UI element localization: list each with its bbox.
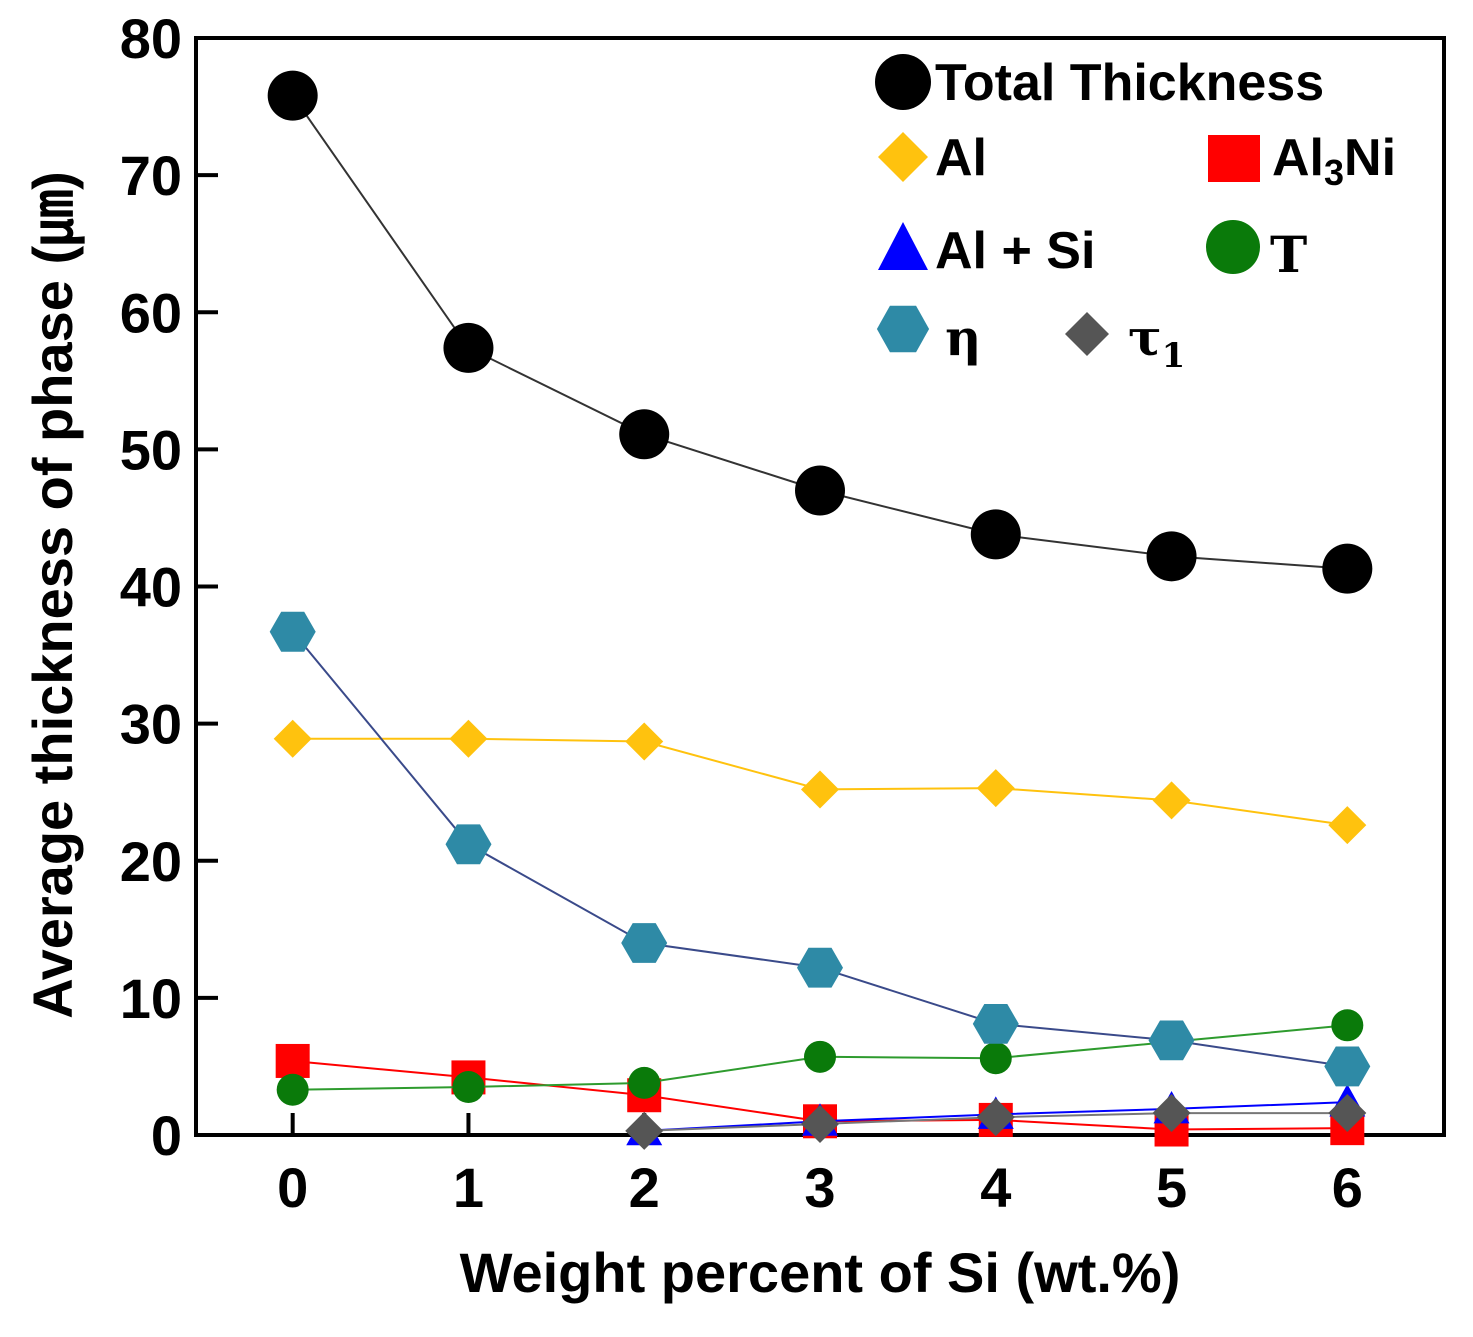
data-point-eta [797,947,843,988]
data-point-T [979,1042,1012,1075]
data-point-tau1 [1152,1094,1191,1133]
data-point-total [267,70,318,121]
legend-label-total-thickness: Total Thickness [935,54,1324,112]
y-tick-label: 50 [120,418,182,481]
y-tick-label: 20 [120,830,182,893]
data-point-eta [1148,1020,1195,1061]
legend-label-eta: η [945,308,981,367]
data-point-T [804,1040,836,1073]
y-tick-label: 30 [120,693,182,756]
y-tick-label: 40 [120,556,182,619]
data-point-al3ni [275,1043,310,1078]
data-point-T [276,1073,309,1106]
legend-marker-al [878,132,928,182]
data-point-total [970,509,1021,560]
series-al [273,719,1367,845]
legend-label-al3ni: Al3Ni [1272,129,1396,193]
data-point-al [1328,806,1367,845]
data-point-tau1 [976,1098,1015,1137]
legend-label-al3ni-base: Al [1272,129,1324,187]
x-tick-label: 2 [629,1156,660,1219]
data-point-total [1146,531,1197,582]
x-tick-label: 6 [1332,1156,1363,1219]
y-tick-label: 80 [120,7,182,70]
data-point-eta [1324,1046,1371,1087]
legend-label-al3ni-suffix: Ni [1344,129,1396,187]
x-tick-label: 1 [453,1156,484,1219]
x-axis-title: Weight percent of Si (wt.%) [460,1241,1181,1304]
legend-marker-al3ni [1208,135,1260,182]
data-point-al [801,770,839,809]
series-T [276,1009,1364,1106]
data-point-tau1 [625,1111,664,1150]
data-point-al [273,719,312,758]
data-point-eta [445,824,492,865]
legend-label-tau1: τ1 [1128,308,1185,376]
y-axis-title: Average thickness of phase (㎛) [21,171,86,1019]
series-tau1 [625,1094,1367,1150]
series-eta [269,611,1371,1087]
legend: Total Thickness Al Al3Ni Al + Si T η τ1 [875,54,1396,376]
legend-marker-T [1206,220,1260,274]
series-total [267,70,1373,594]
legend-marker-tau1 [1065,312,1109,356]
legend-label-tau1-base: τ [1128,308,1162,367]
legend-marker-eta [876,305,930,353]
data-point-eta [972,1004,1019,1044]
x-tick-label: 0 [277,1156,308,1219]
data-point-tau1 [801,1105,839,1144]
legend-label-al: Al [935,129,987,187]
axes: 0 10 20 30 40 50 60 70 80 0 1 2 3 4 5 6 [120,7,1363,1219]
data-point-total [619,409,670,460]
legend-marker-total-thickness [875,54,931,110]
data-point-eta [269,611,316,652]
y-tick-label: 70 [120,144,182,207]
data-point-eta [621,923,668,963]
data-point-al [976,769,1015,808]
data-point-total [443,322,494,373]
legend-label-T: T [1270,225,1307,284]
data-point-tau1 [1328,1094,1367,1133]
data-point-T [628,1066,661,1099]
legend-label-tau1-sub: 1 [1162,336,1186,376]
series-layer [267,70,1373,1150]
data-point-al [449,719,488,758]
data-point-T [1331,1009,1364,1042]
data-point-total [795,465,845,516]
y-tick-label: 10 [120,967,182,1030]
y-tick-label: 0 [151,1104,182,1167]
data-point-al [1152,781,1191,820]
y-tick-label: 60 [120,281,182,344]
x-tick-label: 4 [980,1156,1011,1219]
legend-label-al-si: Al + Si [935,222,1095,280]
data-point-T [452,1071,485,1104]
legend-label-al3ni-sub: 3 [1324,152,1344,193]
data-point-total [1322,543,1373,594]
legend-marker-al-si [878,222,928,270]
x-tick-label: 3 [804,1156,835,1219]
data-point-al [625,722,664,761]
x-tick-label: 5 [1156,1156,1187,1219]
